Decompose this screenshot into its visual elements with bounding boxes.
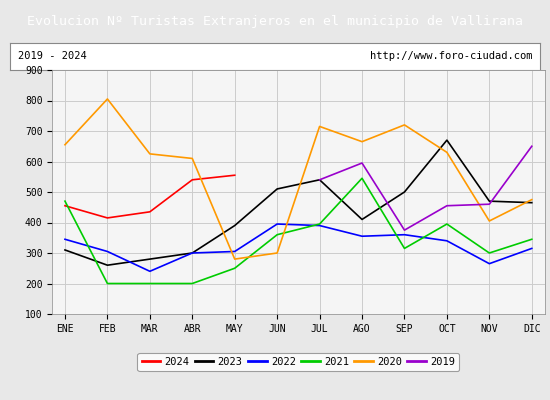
Text: http://www.foro-ciudad.com: http://www.foro-ciudad.com	[370, 51, 532, 61]
Legend: 2024, 2023, 2022, 2021, 2020, 2019: 2024, 2023, 2022, 2021, 2020, 2019	[138, 353, 459, 371]
Text: 2019 - 2024: 2019 - 2024	[18, 51, 86, 61]
Text: Evolucion Nº Turistas Extranjeros en el municipio de Vallirana: Evolucion Nº Turistas Extranjeros en el …	[27, 14, 523, 28]
